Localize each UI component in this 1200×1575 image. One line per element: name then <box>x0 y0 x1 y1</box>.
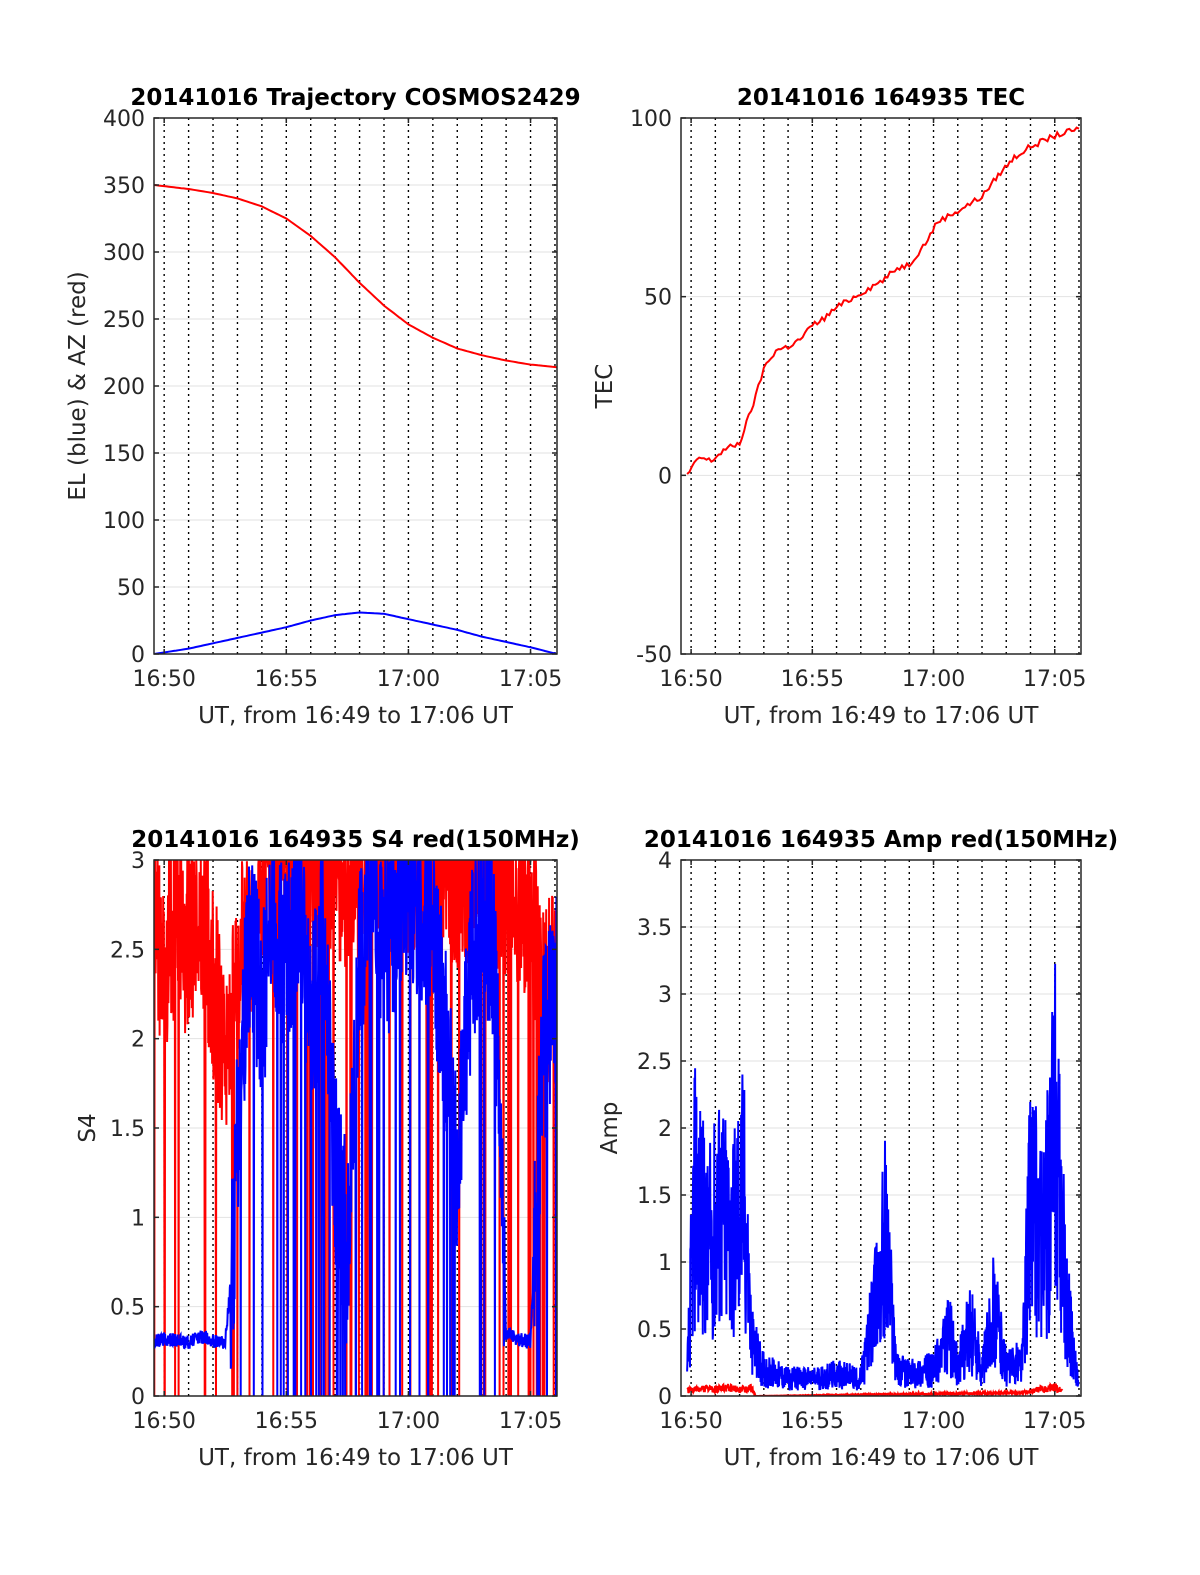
y-tick-label: 3 <box>658 983 672 1008</box>
x-axis-label: UT, from 16:49 to 17:06 UT <box>724 1445 1040 1471</box>
series-line-red <box>154 184 557 369</box>
x-tick-label: 17:00 <box>902 667 965 692</box>
y-tick-label: 200 <box>103 375 145 400</box>
y-tick-label: 3 <box>131 849 145 874</box>
y-tick-label: 1.5 <box>637 1184 672 1209</box>
y-tick-label: 1 <box>131 1206 145 1231</box>
y-tick-label: 100 <box>103 509 145 534</box>
x-axis-label: UT, from 16:49 to 17:06 UT <box>198 703 514 729</box>
y-tick-label: -50 <box>636 643 672 668</box>
y-tick-label: 100 <box>630 107 672 132</box>
x-tick-label: 16:50 <box>659 667 722 692</box>
y-tick-label: 50 <box>644 286 672 311</box>
x-tick-label: 16:55 <box>255 667 318 692</box>
y-tick-label: 2.5 <box>637 1050 672 1075</box>
x-tick-label: 17:05 <box>499 1409 562 1434</box>
x-tick-label: 17:00 <box>902 1409 965 1434</box>
x-tick-label: 17:05 <box>499 667 562 692</box>
y-tick-label: 0.5 <box>637 1318 672 1343</box>
y-tick-label: 250 <box>103 308 145 333</box>
chart-title: 20141016 164935 Amp red(150MHz) <box>644 827 1118 853</box>
x-tick-label: 16:55 <box>781 667 844 692</box>
series-line-red <box>686 126 1080 475</box>
axes-box <box>680 117 1082 655</box>
y-tick-label: 0 <box>658 1385 672 1410</box>
y-axis-label: Amp <box>597 1102 623 1155</box>
chart-s4: 0 0.5 1 1.5 2 2.5 3 16:50 16:55 17:00 17:05 2014101… <box>75 827 580 1471</box>
y-tick-label: 0 <box>131 1385 145 1410</box>
series-line-blue <box>686 963 1080 1391</box>
y-tick-label: 0.5 <box>110 1296 145 1321</box>
y-axis-label: EL (blue) & AZ (red) <box>65 271 91 500</box>
x-tick-label: 16:55 <box>255 1409 318 1434</box>
chart-title: 20141016 164935 S4 red(150MHz) <box>131 827 580 853</box>
x-tick-label: 16:50 <box>659 1409 722 1434</box>
y-tick-label: 400 <box>103 107 145 132</box>
chart-title: 20141016 164935 TEC <box>737 85 1025 111</box>
x-axis-label: UT, from 16:49 to 17:06 UT <box>724 703 1040 729</box>
y-tick-label: 1 <box>658 1251 672 1276</box>
x-tick-label: 17:00 <box>377 667 440 692</box>
x-tick-label: 16:50 <box>132 667 195 692</box>
chart-title: 20141016 Trajectory COSMOS2429 <box>130 85 580 111</box>
y-tick-label: 2.5 <box>110 938 145 963</box>
series-line-red <box>686 1381 1064 1396</box>
y-tick-label: 3.5 <box>637 916 672 941</box>
y-tick-label: 350 <box>103 174 145 199</box>
y-tick-label: 0 <box>131 643 145 668</box>
x-tick-label: 17:05 <box>1023 667 1086 692</box>
y-tick-label: 4 <box>658 849 672 874</box>
chart-amp: 0 0.5 1 1.5 2 2.5 3 3.5 4 16:50 16:55 17:00 17:05 201… <box>597 827 1118 1471</box>
y-tick-label: 50 <box>117 576 145 601</box>
x-tick-label: 17:05 <box>1023 1409 1086 1434</box>
series-line-blue <box>154 611 557 654</box>
y-tick-label: 2 <box>131 1028 145 1053</box>
chart-tec: -50 0 50 100 16:50 16:55 17:00 17:05 20141016 16… <box>592 85 1086 729</box>
y-tick-label: 2 <box>658 1117 672 1142</box>
chart-trajectory: 0 50 100 150 200 250 300 350 400 16:50 16:55 17:00 1… <box>65 85 581 729</box>
y-tick-label: 300 <box>103 241 145 266</box>
x-axis-label: UT, from 16:49 to 17:06 UT <box>198 1445 514 1471</box>
x-tick-label: 16:50 <box>132 1409 195 1434</box>
y-tick-label: 1.5 <box>110 1117 145 1142</box>
y-axis-label: TEC <box>592 364 618 410</box>
y-tick-label: 150 <box>103 442 145 467</box>
y-axis-label: S4 <box>75 1113 101 1142</box>
x-tick-label: 17:00 <box>377 1409 440 1434</box>
x-tick-label: 16:55 <box>781 1409 844 1434</box>
series-line-blue <box>154 860 557 1396</box>
y-tick-label: 0 <box>658 464 672 489</box>
